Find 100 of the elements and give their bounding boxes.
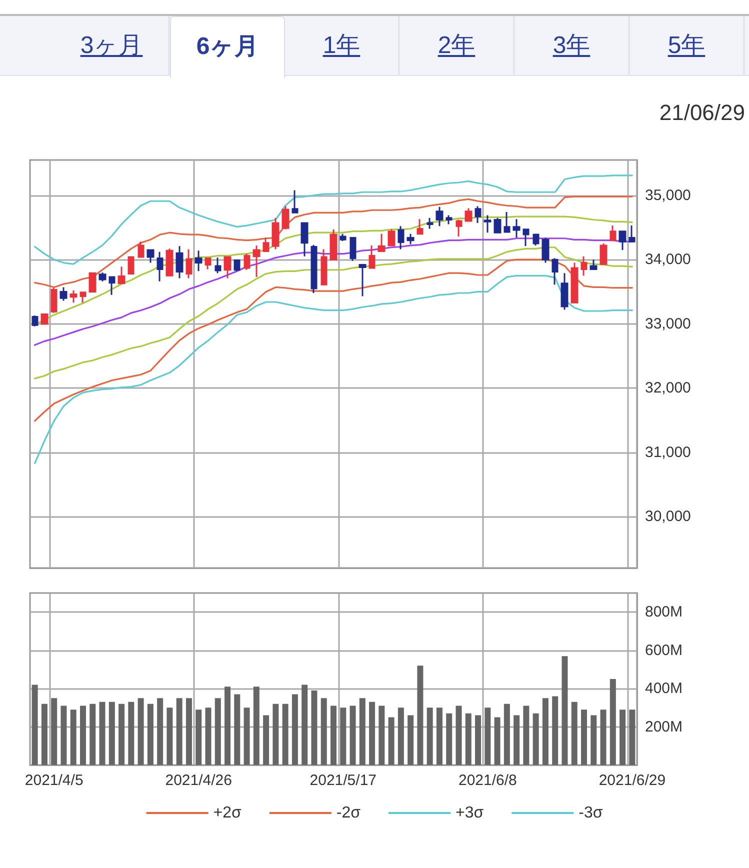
bar — [504, 704, 510, 765]
bar — [408, 715, 414, 765]
candlestick — [542, 236, 550, 264]
candlestick — [272, 217, 280, 250]
bar — [263, 715, 270, 765]
bar — [244, 708, 250, 765]
candlestick — [32, 314, 38, 328]
candlestick — [244, 253, 250, 271]
candlestick — [146, 249, 154, 264]
bar — [234, 694, 240, 765]
text: 2年 — [400, 16, 515, 76]
candlestick — [50, 287, 58, 314]
candlestick — [600, 242, 608, 266]
legend-label: -3σ — [578, 804, 603, 822]
candlestick — [464, 207, 472, 222]
y-tick-label: 200M — [645, 718, 683, 736]
candlestick — [320, 248, 328, 286]
text: 3ヶ月 — [55, 16, 170, 76]
bar — [224, 686, 231, 765]
bar — [620, 710, 626, 765]
bar — [571, 702, 578, 765]
bar — [465, 713, 472, 765]
candlestick — [128, 256, 134, 274]
bar — [388, 717, 394, 765]
bar — [436, 708, 442, 765]
bar — [99, 702, 106, 765]
candlestick — [340, 233, 346, 242]
candlestick — [552, 258, 558, 286]
bar — [147, 704, 154, 765]
bar — [320, 698, 327, 765]
bar — [70, 710, 76, 765]
candlestick — [512, 218, 520, 238]
bar — [359, 698, 366, 765]
text: 1年 — [285, 16, 400, 76]
bar — [138, 698, 144, 765]
candlestick — [300, 222, 308, 258]
candlestick — [234, 258, 240, 272]
bar — [600, 710, 606, 765]
candlestick — [252, 244, 260, 278]
x-tick-label: 2021/4/5 — [24, 772, 84, 789]
candlestick — [560, 272, 568, 310]
bar — [118, 704, 125, 765]
y-tick-label: 800M — [645, 604, 683, 621]
legend-label: +2σ — [213, 804, 242, 822]
bar — [282, 704, 288, 765]
bar — [532, 713, 539, 765]
candlestick — [282, 206, 290, 230]
x-tick-label: 2021/5/17 — [310, 772, 376, 789]
line-series — [34, 274, 633, 464]
candlestick — [118, 266, 126, 284]
bar — [214, 698, 221, 765]
bar — [610, 679, 616, 765]
bar — [302, 684, 308, 765]
text: 6ヶ月 — [170, 16, 285, 78]
bar — [484, 708, 491, 765]
line-series — [34, 258, 633, 422]
candlestick — [618, 230, 626, 251]
bar — [80, 706, 86, 765]
candlestick — [484, 214, 492, 234]
candlestick — [570, 262, 578, 304]
candlestick — [292, 189, 298, 214]
candlestick — [166, 248, 174, 276]
line-series — [34, 196, 633, 288]
candlestick — [436, 206, 444, 227]
candlestick — [350, 236, 356, 262]
bar — [340, 708, 346, 765]
candlestick — [194, 250, 202, 272]
candlestick — [456, 219, 462, 238]
bar — [581, 710, 588, 765]
bar — [253, 686, 260, 765]
bar — [292, 694, 298, 765]
y-tick-label: 400M — [645, 680, 683, 698]
text: 3年 — [515, 16, 630, 76]
bar — [205, 708, 212, 765]
y-tick-label: 33,000 — [645, 315, 691, 332]
text: 5年 — [630, 16, 745, 76]
candlestick — [138, 240, 144, 258]
candlestick — [628, 224, 636, 243]
bar — [60, 706, 67, 765]
bar — [562, 656, 568, 765]
bar — [108, 702, 115, 765]
x-tick-label: 2021/4/26 — [165, 772, 232, 789]
candlestick — [40, 312, 48, 326]
bar — [311, 690, 318, 765]
line-series — [34, 246, 633, 380]
candlestick — [504, 211, 510, 234]
candlestick — [580, 256, 588, 276]
y-tick-label: 30,000 — [645, 508, 691, 526]
candlestick — [98, 272, 106, 282]
bar — [196, 710, 202, 765]
candlestick — [388, 228, 396, 246]
candlestick — [494, 217, 502, 234]
bar — [514, 715, 520, 765]
candlestick — [156, 251, 164, 282]
bar — [475, 715, 482, 765]
bar — [426, 708, 433, 765]
bar — [417, 666, 424, 765]
candlestick — [368, 244, 376, 269]
bar — [494, 717, 500, 765]
legend-label: -2σ — [336, 804, 361, 822]
